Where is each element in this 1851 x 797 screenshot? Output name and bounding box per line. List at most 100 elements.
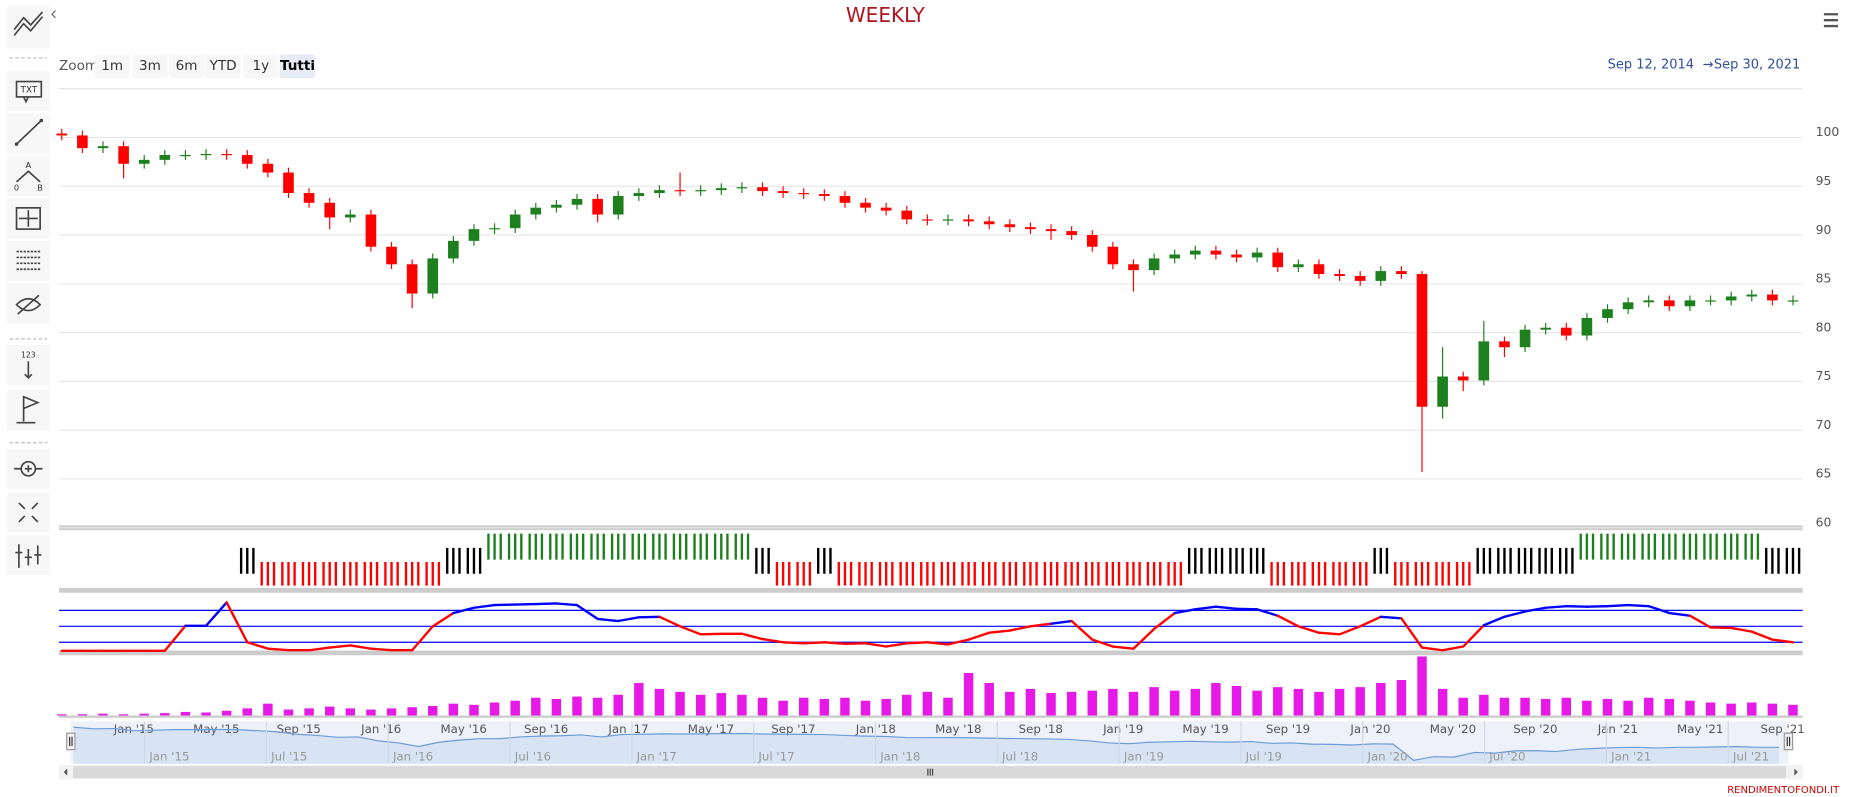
crosshair-button[interactable] [7, 198, 50, 239]
counter-button[interactable]: 123 [7, 344, 50, 385]
signal-bar [1600, 533, 1615, 560]
oscillator-segment [905, 641, 929, 645]
signal-bar [528, 533, 544, 560]
candle-body [880, 207, 892, 211]
zoom-button[interactable] [205, 54, 241, 78]
zoom-button-label[interactable]: 1y [253, 58, 270, 74]
y-tick-label: 85 [1816, 271, 1832, 286]
range-from[interactable]: Sep 12, 2014 [1608, 58, 1694, 73]
volume-bar [1396, 680, 1407, 716]
volume-bar [1788, 704, 1798, 716]
signal-bar [837, 561, 853, 586]
flag-button[interactable] [7, 389, 50, 430]
zoom-button[interactable] [7, 448, 50, 489]
oscillator-segment [1297, 625, 1321, 634]
zoom-button-label[interactable]: Tutti [280, 58, 315, 74]
signal-bar [1332, 561, 1347, 586]
candle-body [901, 210, 913, 220]
navigator-handle[interactable] [66, 732, 76, 751]
x-tick-label: Sep '18 [1019, 722, 1063, 736]
oscillator-segment [1029, 622, 1053, 628]
oscillator-segment [761, 637, 785, 644]
fibonacci-button[interactable] [7, 240, 50, 282]
navigator-tick-label: Jan '19 [1123, 749, 1164, 763]
volume-bar [489, 702, 500, 716]
navigator-tick-label: Jul '21 [1732, 749, 1769, 763]
oscillator-segment [658, 615, 682, 628]
volume-bar [902, 694, 912, 716]
zoom-button[interactable] [168, 54, 205, 78]
volume-bar [386, 708, 397, 716]
signal-bar [1579, 533, 1595, 560]
candle-body [674, 190, 686, 192]
oscillator-segment [1544, 604, 1568, 609]
zoom-button[interactable] [243, 54, 279, 78]
volume-bar [366, 709, 376, 716]
volume-bar [1025, 688, 1036, 716]
indicator-button[interactable] [7, 5, 50, 49]
volume-bar [840, 697, 850, 716]
oscillator-segment [1750, 630, 1774, 641]
zoom-button[interactable] [132, 54, 168, 78]
volume-bar [1417, 656, 1427, 716]
candle-body [1313, 264, 1325, 275]
volume-bar [1479, 694, 1489, 716]
toolbar-label: 123 [21, 350, 36, 359]
zoom-button-label[interactable]: 3m [139, 58, 161, 74]
range-to[interactable]: Sep 30, 2021 [1714, 58, 1800, 73]
menu-button[interactable] [1823, 13, 1839, 28]
candle-body [1437, 376, 1448, 407]
scrollbar-right[interactable] [1794, 768, 1798, 776]
candle-body [1086, 235, 1098, 247]
angle-button[interactable]: A 0 B [7, 155, 50, 197]
oscillator-segment [1523, 606, 1547, 613]
zoom-button-label[interactable]: 6m [176, 58, 198, 74]
volume-bar [180, 711, 191, 716]
signal-bar [363, 561, 379, 586]
oscillator-segment [596, 617, 620, 623]
candle-body [695, 190, 706, 192]
scrollbar-left[interactable] [63, 768, 68, 776]
signal-bar [1765, 547, 1780, 574]
candle-body [1622, 302, 1634, 310]
signal-bar [507, 533, 523, 560]
navigator-handle[interactable] [1783, 732, 1794, 751]
panel-divider [59, 587, 1803, 593]
fullscreen-button[interactable] [7, 492, 50, 533]
x-tick-label: May '20 [1430, 722, 1476, 736]
signal-bar [734, 533, 750, 560]
hide-button[interactable] [7, 283, 50, 324]
signal-bar [1105, 561, 1121, 586]
signal-bar [1208, 547, 1224, 574]
signal-bar [1517, 547, 1533, 574]
volume-bar [984, 682, 994, 716]
zoom-button[interactable] [94, 54, 130, 78]
candle-body [715, 188, 727, 191]
volume-bar [1747, 702, 1757, 716]
candle-body [303, 193, 315, 203]
candle-body [592, 198, 603, 215]
candle-body [1107, 246, 1119, 265]
oscillator-segment [369, 647, 393, 652]
credits[interactable]: RENDIMENTOFONDI.IT [1727, 785, 1840, 796]
oscillator-segment [1709, 626, 1733, 630]
signal-bar [1229, 547, 1244, 574]
oscillator-segment [1585, 604, 1609, 608]
zoom-button-label[interactable]: 1m [101, 58, 123, 74]
candle-body [860, 202, 871, 208]
collapse-arrow[interactable] [51, 10, 56, 19]
volume-bar [1273, 687, 1283, 716]
text-button[interactable]: TXT [7, 70, 50, 112]
volume-bar [1169, 690, 1180, 716]
line-button[interactable] [7, 113, 50, 154]
oscillator-segment [1482, 615, 1506, 627]
zoom-button[interactable] [279, 54, 316, 78]
navigator-area [73, 727, 1779, 764]
signal-bar [693, 533, 708, 560]
signal-bar [466, 547, 482, 574]
series-button[interactable] [7, 534, 50, 575]
candle-body [1231, 254, 1242, 258]
zoom-button-label[interactable]: YTD [209, 58, 237, 74]
candle-body [159, 154, 171, 160]
